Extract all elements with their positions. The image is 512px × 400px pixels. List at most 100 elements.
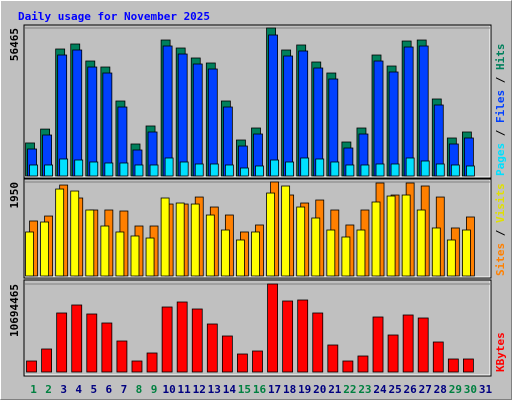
bar — [375, 163, 385, 177]
x-tick-label: 21 — [328, 383, 342, 396]
bar — [209, 163, 219, 177]
bar — [315, 158, 325, 177]
legend: Sites / Visits — [494, 183, 507, 276]
bar — [149, 164, 159, 177]
x-tick-label: 7 — [121, 383, 128, 396]
bar — [255, 165, 264, 177]
bar — [435, 163, 445, 177]
bar — [297, 299, 309, 373]
bar — [357, 355, 369, 373]
bar — [25, 231, 34, 277]
bar — [71, 304, 83, 373]
bar — [405, 157, 415, 177]
bar — [360, 164, 370, 177]
bar — [390, 163, 400, 177]
bar — [177, 53, 188, 177]
bar — [342, 360, 354, 373]
bar — [89, 161, 99, 177]
x-tick-label: 27 — [419, 383, 432, 396]
bar — [466, 165, 475, 177]
bar — [206, 323, 218, 373]
bar — [403, 46, 414, 177]
x-tick-label: 25 — [388, 383, 401, 396]
bar — [220, 229, 230, 277]
bar — [192, 63, 203, 177]
bar — [270, 159, 279, 177]
bar — [386, 195, 396, 277]
bar — [194, 163, 204, 177]
bar — [283, 55, 294, 177]
legend-separator: / — [494, 123, 507, 143]
bar — [330, 161, 340, 177]
bar — [252, 350, 263, 373]
y-tick-label: 10694465 — [8, 284, 21, 337]
x-tick-label: 22 — [343, 383, 356, 396]
bar — [266, 192, 275, 277]
bar — [145, 237, 155, 277]
x-tick-label: 3 — [60, 383, 67, 396]
bar — [205, 214, 215, 277]
bar — [300, 157, 310, 177]
legend-entry: Visits — [494, 183, 507, 223]
bar — [119, 162, 129, 177]
x-tick-label: 26 — [404, 383, 418, 396]
x-tick-label: 18 — [283, 383, 296, 396]
bar — [115, 231, 125, 277]
bar — [327, 344, 339, 373]
plot-bevel — [25, 281, 491, 376]
legend-separator: / — [494, 70, 507, 90]
bar — [41, 348, 52, 373]
bar — [72, 49, 83, 177]
bar — [176, 301, 188, 373]
y-tick-label: 1950 — [8, 182, 21, 209]
bar — [372, 316, 384, 373]
bar — [402, 314, 414, 373]
x-tick-label: 31 — [479, 383, 493, 396]
bar — [101, 322, 113, 373]
bar — [55, 188, 65, 277]
bar — [162, 45, 173, 177]
bar — [86, 313, 98, 373]
bar — [116, 340, 128, 373]
bar — [85, 209, 95, 277]
bar — [57, 54, 68, 177]
x-tick-label: 28 — [434, 383, 447, 396]
y-tick-label: 56465 — [8, 28, 21, 61]
bar — [388, 71, 399, 177]
bar — [267, 283, 278, 373]
plot-bevel — [25, 26, 491, 178]
bar — [104, 162, 114, 177]
plot-bevel — [25, 180, 491, 278]
bar — [328, 78, 339, 177]
x-tick-label: 19 — [298, 383, 311, 396]
x-tick-label: 24 — [373, 383, 387, 396]
bar — [417, 317, 429, 373]
legend-entry: Pages — [494, 143, 507, 176]
bar — [401, 194, 411, 277]
bar — [387, 334, 399, 373]
bar — [59, 158, 69, 177]
bar — [160, 197, 170, 277]
bar — [221, 335, 233, 373]
bar — [298, 50, 309, 177]
bar — [56, 312, 68, 373]
bar — [285, 161, 295, 177]
bar — [224, 164, 234, 177]
bar — [282, 300, 294, 373]
x-tick-label: 16 — [253, 383, 267, 396]
x-tick-label: 1 — [30, 383, 37, 396]
bar — [450, 164, 460, 177]
bar — [240, 167, 249, 177]
x-tick-label: 29 — [449, 383, 462, 396]
bar — [268, 34, 278, 177]
bar — [26, 360, 37, 373]
x-tick-label: 5 — [90, 383, 97, 396]
bar — [134, 164, 144, 177]
bar — [44, 164, 53, 177]
bar — [420, 160, 430, 177]
bar — [175, 202, 185, 277]
bar — [463, 358, 474, 373]
x-tick-label: 9 — [151, 383, 158, 396]
